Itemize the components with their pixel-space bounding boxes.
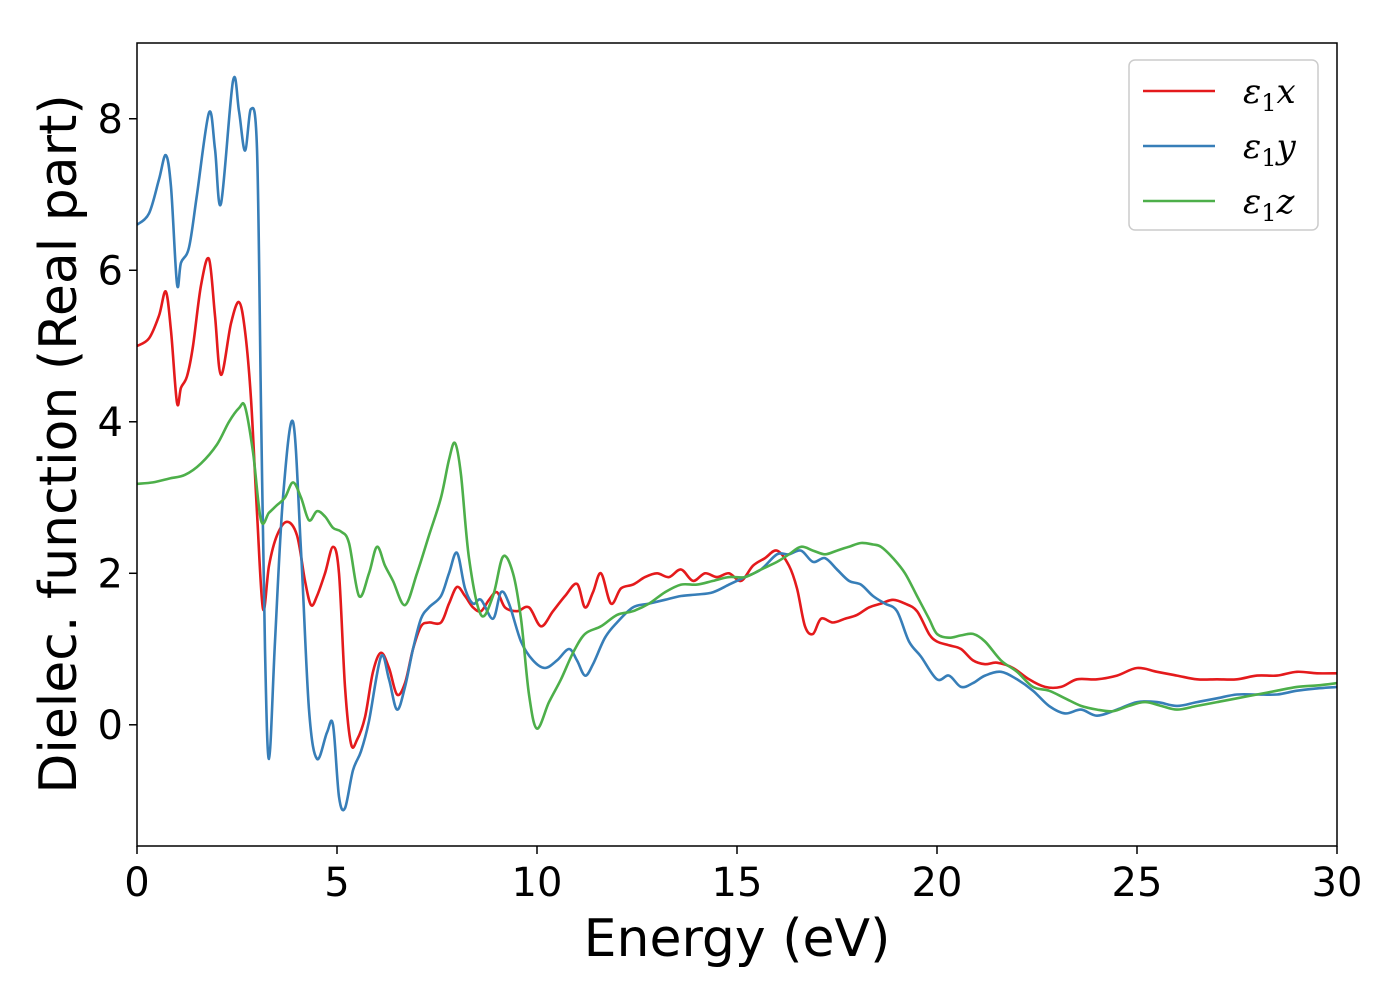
- legend-label-x: ε1x: [1243, 72, 1296, 117]
- x-tick-label: 15: [712, 860, 763, 906]
- y-tick-label: 0: [98, 703, 123, 749]
- x-axis-label: Energy (eV): [584, 909, 891, 969]
- x-tick-label: 25: [1112, 860, 1163, 906]
- legend-box: [1128, 59, 1319, 231]
- series-layer: [137, 76, 1337, 812]
- x-tick-label: 5: [324, 860, 349, 906]
- y-axis-label: Dielec. function (Real part): [29, 94, 89, 793]
- x-axis-ticks: 0 5 10 15 20 25 30: [124, 846, 1362, 906]
- y-tick-label: 2: [98, 551, 123, 597]
- series-line-y: [137, 76, 1337, 812]
- series-line-x: [137, 256, 1337, 749]
- x-tick-label: 10: [512, 860, 563, 906]
- y-tick-label: 8: [98, 97, 123, 143]
- legend-label-y: ε1y: [1243, 127, 1297, 172]
- y-tick-label: 6: [98, 248, 123, 294]
- y-axis-ticks: 0 2 4 6 8: [98, 97, 137, 749]
- x-tick-label: 20: [912, 860, 963, 906]
- x-tick-label: 0: [124, 860, 149, 906]
- x-tick-label: 30: [1312, 860, 1363, 906]
- series-line-z: [137, 401, 1337, 730]
- legend: ε1x ε1y ε1z: [1128, 59, 1319, 231]
- legend-label-z: ε1z: [1243, 182, 1296, 227]
- y-tick-label: 4: [98, 400, 123, 446]
